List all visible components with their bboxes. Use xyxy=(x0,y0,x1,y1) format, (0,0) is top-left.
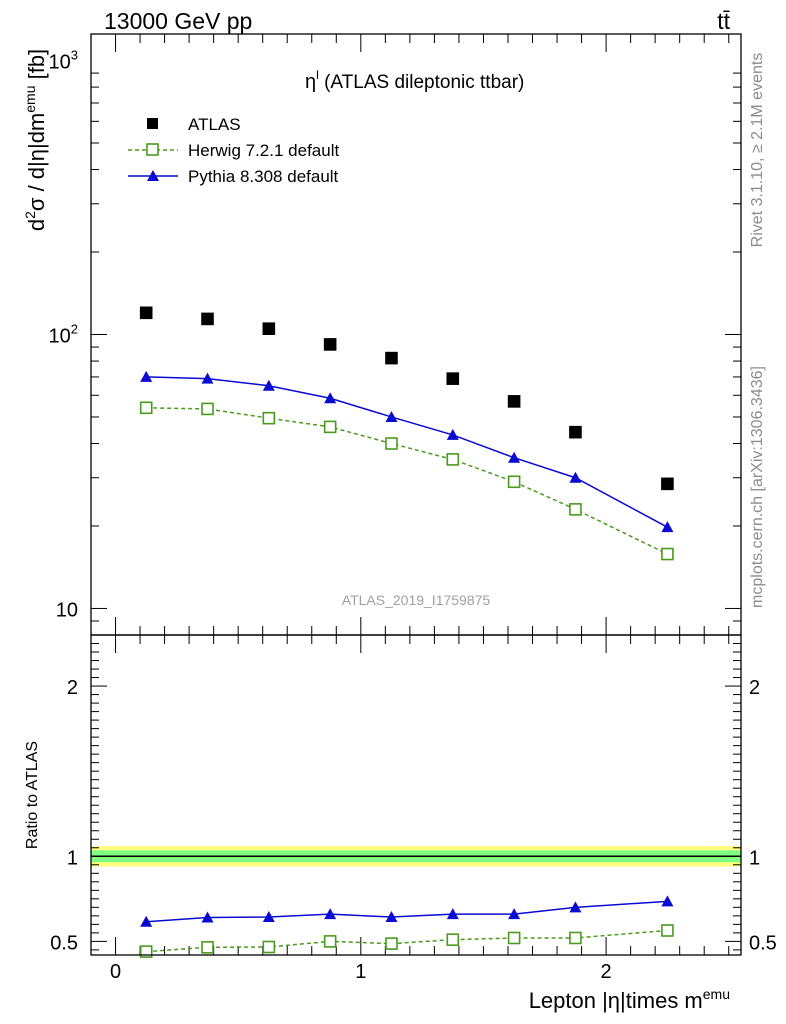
main-y-tick-label: 102 xyxy=(49,322,78,348)
ylabel-part-4: [fb] xyxy=(24,49,49,86)
pythia-main-point xyxy=(385,410,398,422)
pythia-ratio-point xyxy=(262,911,275,923)
atlas-data-point xyxy=(661,477,674,491)
pythia-ratio-point xyxy=(385,911,398,923)
atlas-data-point xyxy=(507,395,521,408)
x-axis-label: Lepton |η|times memu xyxy=(529,986,730,1013)
pythia-main-point xyxy=(569,471,582,483)
x-tick-label: 0 xyxy=(110,961,121,983)
pythia-ratio-point xyxy=(201,911,214,923)
ratio-plot-frame xyxy=(90,634,742,956)
title-eta: η xyxy=(305,71,316,93)
legend-herwig-label: Herwig 7.2.1 default xyxy=(188,141,339,160)
mcplots-source-label: mcplots.cern.ch [arXiv:1306.3436] xyxy=(749,366,766,608)
title-rest: (ATLAS dileptonic ttbar) xyxy=(319,72,525,93)
ratio-y-tick-label-right: 0.5 xyxy=(749,932,777,954)
herwig-main-point xyxy=(507,475,521,489)
herwig-ratio-point xyxy=(262,940,276,954)
pythia-main-point xyxy=(661,521,674,533)
data-series xyxy=(139,306,674,958)
x-tick-label: 2 xyxy=(601,961,612,983)
main-y-tick-label: 10 xyxy=(56,599,78,621)
herwig-main-point xyxy=(201,402,214,416)
herwig-main-point xyxy=(323,420,337,434)
ratio-y-axis-label: Ratio to ATLAS xyxy=(24,741,41,849)
pythia-main-point xyxy=(201,372,214,384)
pythia-main-point xyxy=(140,370,153,382)
herwig-main-point xyxy=(661,547,674,561)
header-process-label: tt̄ xyxy=(717,8,730,34)
legend-pythia-label: Pythia 8.308 default xyxy=(188,167,339,186)
herwig-ratio-point xyxy=(323,935,337,948)
legend: ATLAS Herwig 7.2.1 default Pythia 8.308 … xyxy=(128,115,339,186)
herwig-ratio-point xyxy=(661,924,674,937)
ratio-uncertainty-band xyxy=(91,846,741,867)
ratio-y-tick-label-left: 0.5 xyxy=(50,932,78,954)
pythia-ratio-point xyxy=(324,908,337,920)
header-energy-label: 13000 GeV pp xyxy=(104,8,252,34)
ylabel-part-3: emu xyxy=(22,86,38,113)
main-y-tick-label: 103 xyxy=(49,48,78,74)
herwig-main-line xyxy=(146,407,668,555)
herwig-main-point xyxy=(446,453,460,466)
herwig-main-point xyxy=(262,411,276,425)
herwig-main-point xyxy=(569,503,582,516)
pythia-main-point xyxy=(508,451,521,463)
pythia-main-line xyxy=(146,376,668,528)
atlas-data-point xyxy=(201,312,214,326)
ylabel-part-1: 2 xyxy=(22,211,38,219)
pythia-ratio-point xyxy=(508,908,521,920)
atlas-data-point xyxy=(569,425,582,439)
legend-atlas-label: ATLAS xyxy=(188,115,241,134)
herwig-ratio-point xyxy=(446,933,460,946)
pythia-ratio-point xyxy=(140,915,153,927)
x-tick-label: 1 xyxy=(355,961,366,983)
title-sup: l xyxy=(316,68,319,82)
legend-pythia-marker xyxy=(147,170,159,181)
ratio-y-tick-label-right: 2 xyxy=(749,677,760,699)
atlas-data-point xyxy=(385,351,398,365)
atlas-data-point xyxy=(446,372,460,385)
herwig-ratio-point xyxy=(201,941,214,954)
pythia-ratio-line xyxy=(146,900,668,923)
ratio-y-tick-label-left: 1 xyxy=(67,847,78,869)
herwig-ratio-point xyxy=(385,937,398,950)
pythia-ratio-point xyxy=(569,901,582,913)
ylabel-part-0: d xyxy=(24,219,49,231)
analysis-watermark: ATLAS_2019_I1759875 xyxy=(342,592,491,608)
pythia-main-point xyxy=(446,428,459,440)
legend-herwig-marker xyxy=(146,143,159,156)
plot-title: ηl (ATLAS dileptonic ttbar) xyxy=(305,68,524,93)
herwig-main-point xyxy=(385,437,398,450)
ratio-y-tick-label-right: 1 xyxy=(749,847,760,869)
rivet-version-label: Rivet 3.1.10, ≥ 2.1M events xyxy=(749,53,766,248)
pythia-main-point xyxy=(324,392,337,404)
atlas-data-point xyxy=(323,338,337,351)
legend-atlas-marker xyxy=(147,118,158,129)
atlas-data-point xyxy=(139,306,153,320)
pythia-main-point xyxy=(262,379,275,391)
xlabel-main: Lepton |η|times m xyxy=(529,988,703,1013)
ratio-y-tick-label-left: 2 xyxy=(67,677,78,699)
herwig-ratio-point xyxy=(507,931,521,945)
main-y-axis-label: d2σ / d|η|dmemu [fb] xyxy=(22,49,49,231)
herwig-main-point xyxy=(139,401,153,415)
ylabel-part-2: σ / d|η|dm xyxy=(24,113,49,211)
xlabel-sup: emu xyxy=(703,986,730,1002)
atlas-data-point xyxy=(262,322,276,335)
pythia-ratio-point xyxy=(446,908,459,920)
pythia-ratio-point xyxy=(661,895,674,907)
axes-ticks: 10 102 103 0.5 0.5 1 1 2 2 0 1 2 xyxy=(49,34,777,983)
herwig-ratio-point xyxy=(139,945,153,958)
herwig-ratio-point xyxy=(569,931,582,945)
herwig-ratio-line xyxy=(146,929,668,953)
